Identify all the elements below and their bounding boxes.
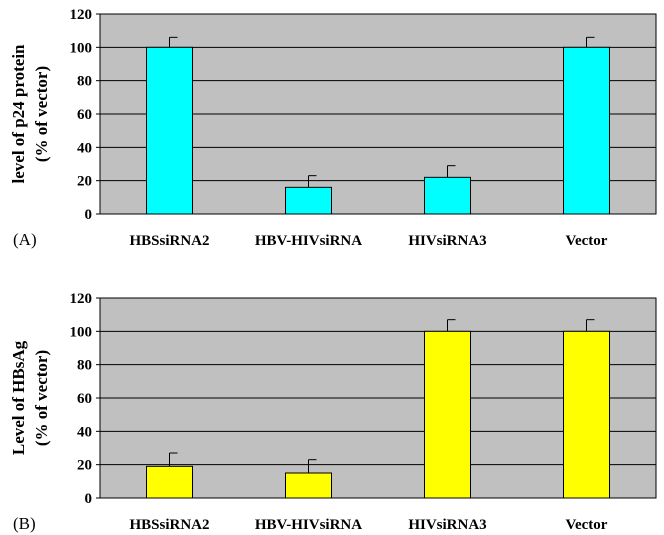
chart-panel-a: 0 20 40 60 80 100 120 HBSsiRNA2 HBV-HIVsiRNA HIV… [9, 7, 657, 249]
x-category-label: Vector [566, 517, 608, 533]
y-tick-label: 120 [70, 7, 93, 23]
bar-vector [563, 46, 610, 215]
y-tick-label: 0 [85, 491, 93, 507]
x-category-label: HIVsiRNA3 [408, 233, 486, 249]
y-tick-label: 120 [70, 291, 93, 307]
y-tick-label: 80 [77, 358, 92, 374]
bar-hbssirna2 [146, 465, 193, 499]
x-category-labels-a: HBSsiRNA2 HBV-HIVsiRNA HIVsiRNA3 Vector [129, 233, 607, 249]
y-axis-label-b-line1: Level of HBsAg [9, 340, 28, 455]
y-tick-label: 0 [85, 207, 93, 223]
bar-hbssirna2 [146, 46, 193, 215]
y-tick-label: 20 [77, 174, 92, 190]
y-tick-label: 40 [77, 424, 92, 440]
y-tick-labels-b: 0 20 40 60 80 100 120 [70, 291, 100, 507]
x-category-label: HBSsiRNA2 [129, 233, 209, 249]
y-tick-label: 20 [77, 458, 92, 474]
panel-label-a: (A) [13, 230, 37, 249]
chart-panel-b: 0 20 40 60 80 100 120 HBSsiRNA2 HBV-HIVsiRNA HIV… [9, 291, 657, 533]
y-tick-label: 80 [77, 74, 92, 90]
y-tick-label: 40 [77, 140, 92, 156]
bar-hivsirna3 [424, 330, 471, 499]
x-category-labels-b: HBSsiRNA2 HBV-HIVsiRNA HIVsiRNA3 Vector [129, 517, 607, 533]
y-axis-label-a-line1: level of p24 protein [9, 44, 28, 184]
x-category-label: HBV-HIVsiRNA [255, 233, 362, 249]
bars-a [146, 36, 610, 215]
y-axis-label-b-line2: (% of vector) [32, 350, 51, 446]
x-category-label: HIVsiRNA3 [408, 517, 486, 533]
y-tick-label: 100 [70, 324, 93, 340]
x-category-label: Vector [566, 233, 608, 249]
y-axis-label-a-line2: (% of vector) [32, 66, 51, 162]
y-tick-label: 60 [77, 107, 92, 123]
bar-hbv-hivsirna [285, 186, 332, 215]
bar-vector [563, 330, 610, 499]
y-tick-labels-a: 0 20 40 60 80 100 120 [70, 7, 100, 223]
bar-hbv-hivsirna [285, 472, 332, 499]
bars-b [146, 319, 610, 499]
y-tick-label: 60 [77, 391, 92, 407]
y-tick-label: 100 [70, 40, 93, 56]
x-category-label: HBV-HIVsiRNA [255, 517, 362, 533]
bar-hivsirna3 [424, 176, 471, 215]
panel-label-b: (B) [13, 514, 36, 533]
x-category-label: HBSsiRNA2 [129, 517, 209, 533]
